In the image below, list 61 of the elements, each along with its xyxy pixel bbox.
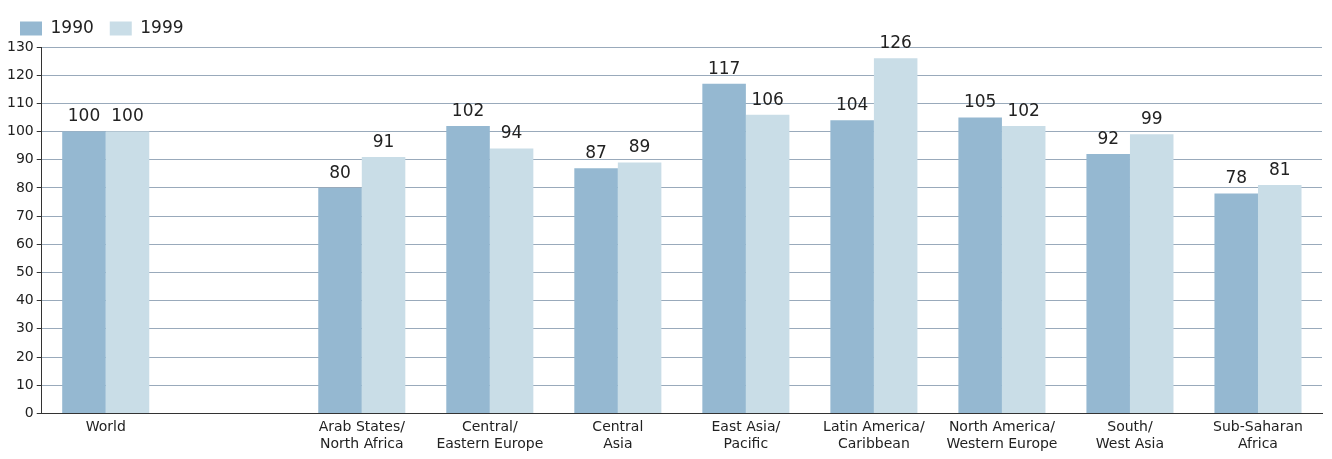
- bar: [830, 120, 874, 413]
- bar: [489, 148, 534, 413]
- data-label: 117: [707, 57, 741, 78]
- data-label: 105: [963, 91, 997, 112]
- bar: [574, 168, 618, 413]
- x-tick-label: Latin America/ Caribbean: [823, 418, 925, 452]
- y-tick-label: 30: [15, 319, 34, 336]
- data-label: 87: [585, 142, 607, 163]
- y-tick-label: 10: [15, 375, 34, 392]
- bar: [1214, 193, 1258, 413]
- data-label: 126: [879, 32, 912, 53]
- bar: [873, 58, 918, 413]
- legend-label: 1990: [50, 16, 94, 37]
- x-tick-label: Central/ Eastern Europe: [436, 418, 544, 452]
- bar: [958, 117, 1002, 413]
- bar: [1086, 154, 1130, 413]
- bar: [1129, 134, 1174, 413]
- bar: [361, 156, 406, 413]
- data-label: 91: [372, 130, 395, 151]
- y-tick-label: 70: [15, 206, 34, 223]
- bar: [446, 125, 490, 413]
- data-label: 106: [751, 88, 784, 109]
- data-label: 102: [451, 99, 485, 120]
- y-tick-label: 110: [6, 94, 34, 111]
- data-label: 92: [1097, 128, 1120, 149]
- bar: [745, 114, 790, 413]
- y-tick-label: 90: [15, 150, 34, 167]
- y-tick-label: 0: [24, 404, 34, 421]
- bar: [1001, 125, 1046, 413]
- bar: [1257, 185, 1302, 413]
- y-tick-label: 50: [15, 263, 34, 280]
- x-tick-label: Arab States/ North Africa: [318, 418, 406, 452]
- y-tick-label: 20: [15, 347, 34, 364]
- legend-label: 1999: [140, 16, 184, 37]
- data-label: 80: [329, 161, 351, 182]
- x-tick-label: Central Asia: [592, 418, 644, 452]
- bar: [105, 131, 150, 413]
- data-label: 89: [628, 136, 651, 157]
- x-tick-label: North America/ Western Europe: [946, 418, 1058, 452]
- y-tick-label: 40: [15, 291, 34, 308]
- bar: [318, 187, 362, 413]
- data-label: 99: [1140, 108, 1163, 129]
- data-label: 100: [67, 105, 101, 126]
- bar: [702, 83, 746, 413]
- x-tick-label: World: [85, 418, 126, 435]
- x-tick-label: South/ West Asia: [1095, 418, 1165, 452]
- x-tick-label: East Asia/ Pacific: [711, 418, 781, 452]
- data-label: 78: [1225, 167, 1248, 188]
- data-label: 102: [1007, 99, 1040, 120]
- data-label: 94: [500, 122, 523, 143]
- bar: [617, 162, 662, 413]
- x-tick-label: Sub-Saharan Africa: [1213, 418, 1303, 452]
- data-label: 81: [1268, 159, 1291, 180]
- y-tick-label: 120: [6, 65, 34, 82]
- y-tick-label: 60: [15, 234, 34, 251]
- data-label: 100: [111, 105, 144, 126]
- bar: [62, 131, 106, 413]
- y-tick-label: 100: [6, 122, 34, 139]
- y-tick-label: 130: [6, 37, 34, 54]
- y-tick-label: 80: [15, 178, 34, 195]
- data-label: 104: [835, 94, 869, 115]
